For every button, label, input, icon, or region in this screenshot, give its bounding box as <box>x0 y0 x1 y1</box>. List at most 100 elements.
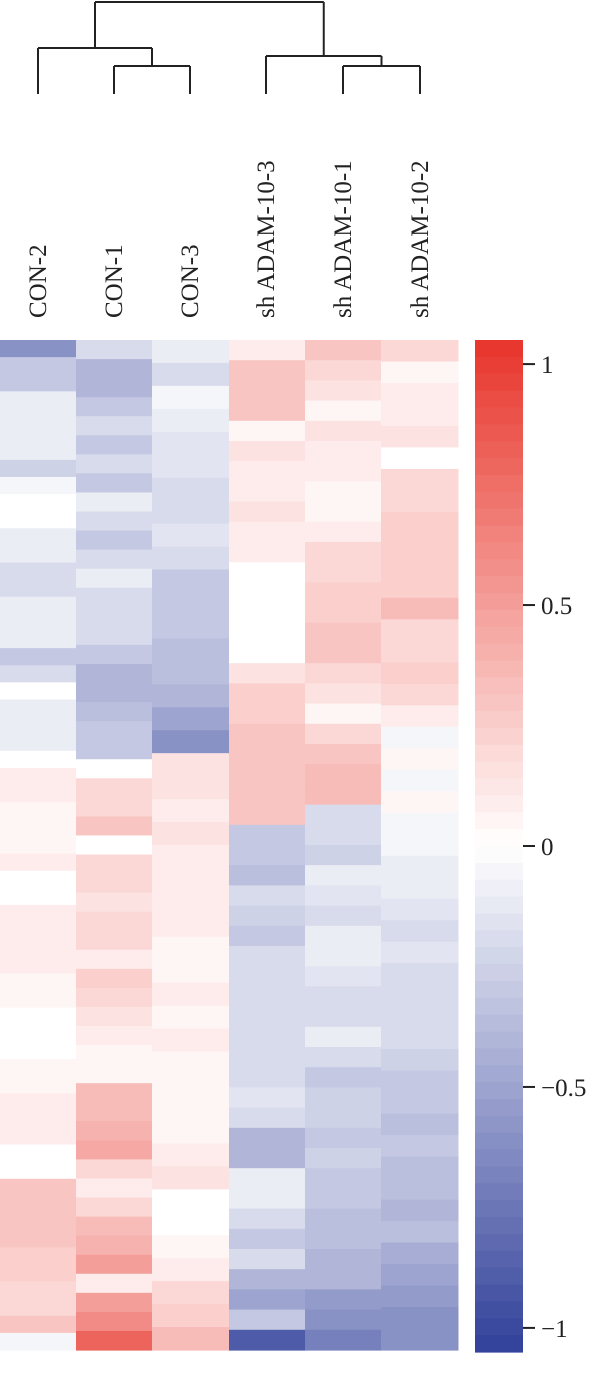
heatmap-cell <box>381 963 459 986</box>
heatmap-cell <box>152 959 230 984</box>
heatmap-cell <box>229 380 306 402</box>
heatmap-cell <box>0 939 77 957</box>
color-scale-step <box>475 1267 523 1286</box>
heatmap-cell <box>229 925 306 947</box>
heatmap-cell <box>76 683 153 703</box>
color-scale-step <box>475 1284 523 1302</box>
color-scale-bar <box>475 340 523 1353</box>
color-scale-step <box>475 508 523 527</box>
heatmap-cell <box>152 385 230 410</box>
heatmap-cell <box>305 986 382 1008</box>
heatmap-cell <box>229 683 306 705</box>
heatmap-cell <box>0 631 77 649</box>
heatmap-cell <box>76 911 153 932</box>
heatmap-cell <box>0 1178 77 1197</box>
color-scale-step <box>475 1132 523 1151</box>
heatmap-cell <box>152 523 230 548</box>
color-scale-step <box>475 1014 523 1033</box>
heatmap-cell <box>0 1264 77 1283</box>
heatmap-cell <box>305 1127 382 1149</box>
heatmap-cell <box>229 582 306 604</box>
heatmap-cell <box>305 723 382 745</box>
heatmap-cell <box>152 454 230 479</box>
heatmap-cell <box>152 707 230 731</box>
heatmap-cell <box>76 492 153 513</box>
heatmap-cell <box>0 408 77 427</box>
heatmap-cell <box>229 400 306 422</box>
color-scale-step <box>475 1335 523 1353</box>
heatmap-cell <box>305 744 382 765</box>
heatmap-cell <box>229 1087 306 1109</box>
heatmap-cell <box>0 1041 77 1060</box>
heatmap-cell <box>229 885 306 907</box>
heatmap-cell <box>229 1107 306 1129</box>
heatmap-cell <box>229 501 306 523</box>
color-scale-step <box>475 1082 523 1100</box>
heatmap-cell <box>0 596 77 615</box>
heatmap-cell <box>229 1168 306 1189</box>
color-scale-step <box>475 441 523 459</box>
heatmap-cell <box>229 703 306 725</box>
heatmap-cell <box>152 867 230 892</box>
heatmap-cell <box>229 420 306 442</box>
heatmap-cell <box>305 824 382 846</box>
heatmap-cell <box>76 835 153 856</box>
column-label: CON-1 <box>101 244 128 318</box>
heatmap-cell <box>381 1049 459 1072</box>
heatmap-cell <box>229 1188 306 1210</box>
heatmap-cell <box>152 753 230 777</box>
heatmap-cell <box>381 984 459 1007</box>
heatmap-cell <box>229 845 306 866</box>
heatmap-cell <box>76 1235 153 1256</box>
heatmap-cell <box>229 1289 306 1311</box>
heatmap-cell <box>229 986 306 1008</box>
color-scale-step <box>475 340 523 358</box>
heatmap-cell <box>381 662 459 685</box>
heatmap-cell <box>381 533 459 556</box>
heatmap-cell <box>381 511 459 534</box>
heatmap-cell <box>152 776 230 800</box>
heatmap-cell <box>305 643 382 664</box>
color-scale-step <box>475 980 523 999</box>
heatmap-cell <box>152 1189 230 1213</box>
color-scale-step <box>475 576 523 594</box>
heatmap-cell <box>152 431 230 456</box>
heatmap-cell <box>0 648 77 666</box>
heatmap-cell <box>381 340 459 363</box>
heatmap-cell <box>0 357 77 375</box>
heatmap-cell <box>305 1329 382 1351</box>
heatmap-cell <box>305 340 382 361</box>
heatmap-cell <box>305 1107 382 1129</box>
heatmap-cell <box>0 613 77 632</box>
heatmap-cell <box>0 1315 77 1334</box>
heatmap-cell <box>0 665 77 683</box>
heatmap-cell <box>0 682 77 701</box>
color-scale-step <box>475 609 523 628</box>
heatmap-cell <box>76 1102 153 1122</box>
heatmap-cell <box>0 476 77 495</box>
heatmap-cell <box>152 569 230 594</box>
heatmap-cell <box>305 521 382 543</box>
heatmap-cell <box>152 913 230 938</box>
heatmap-cell <box>76 702 153 722</box>
heatmap-cell <box>76 949 153 970</box>
heatmap-cell <box>76 759 153 779</box>
color-scale-step <box>475 761 523 780</box>
heatmap-cell <box>305 905 382 927</box>
heatmap-cell <box>381 683 459 706</box>
heatmap-cell <box>305 1249 382 1270</box>
heatmap-cell <box>381 705 459 728</box>
color-scale-step <box>475 1115 523 1134</box>
color-scale-step <box>475 997 523 1016</box>
heatmap-cell <box>152 1166 230 1190</box>
heatmap-cell <box>229 360 306 381</box>
heatmap-cell <box>305 400 382 422</box>
heatmap-cell <box>152 661 230 685</box>
heatmap-cell <box>76 568 153 589</box>
heatmap-cell <box>76 1273 153 1294</box>
heatmap-cell <box>76 1026 153 1046</box>
heatmap-cell <box>0 699 77 718</box>
heatmap-cell <box>152 1143 230 1167</box>
heatmap-cell <box>0 904 77 923</box>
heatmap-cell <box>381 1113 459 1136</box>
